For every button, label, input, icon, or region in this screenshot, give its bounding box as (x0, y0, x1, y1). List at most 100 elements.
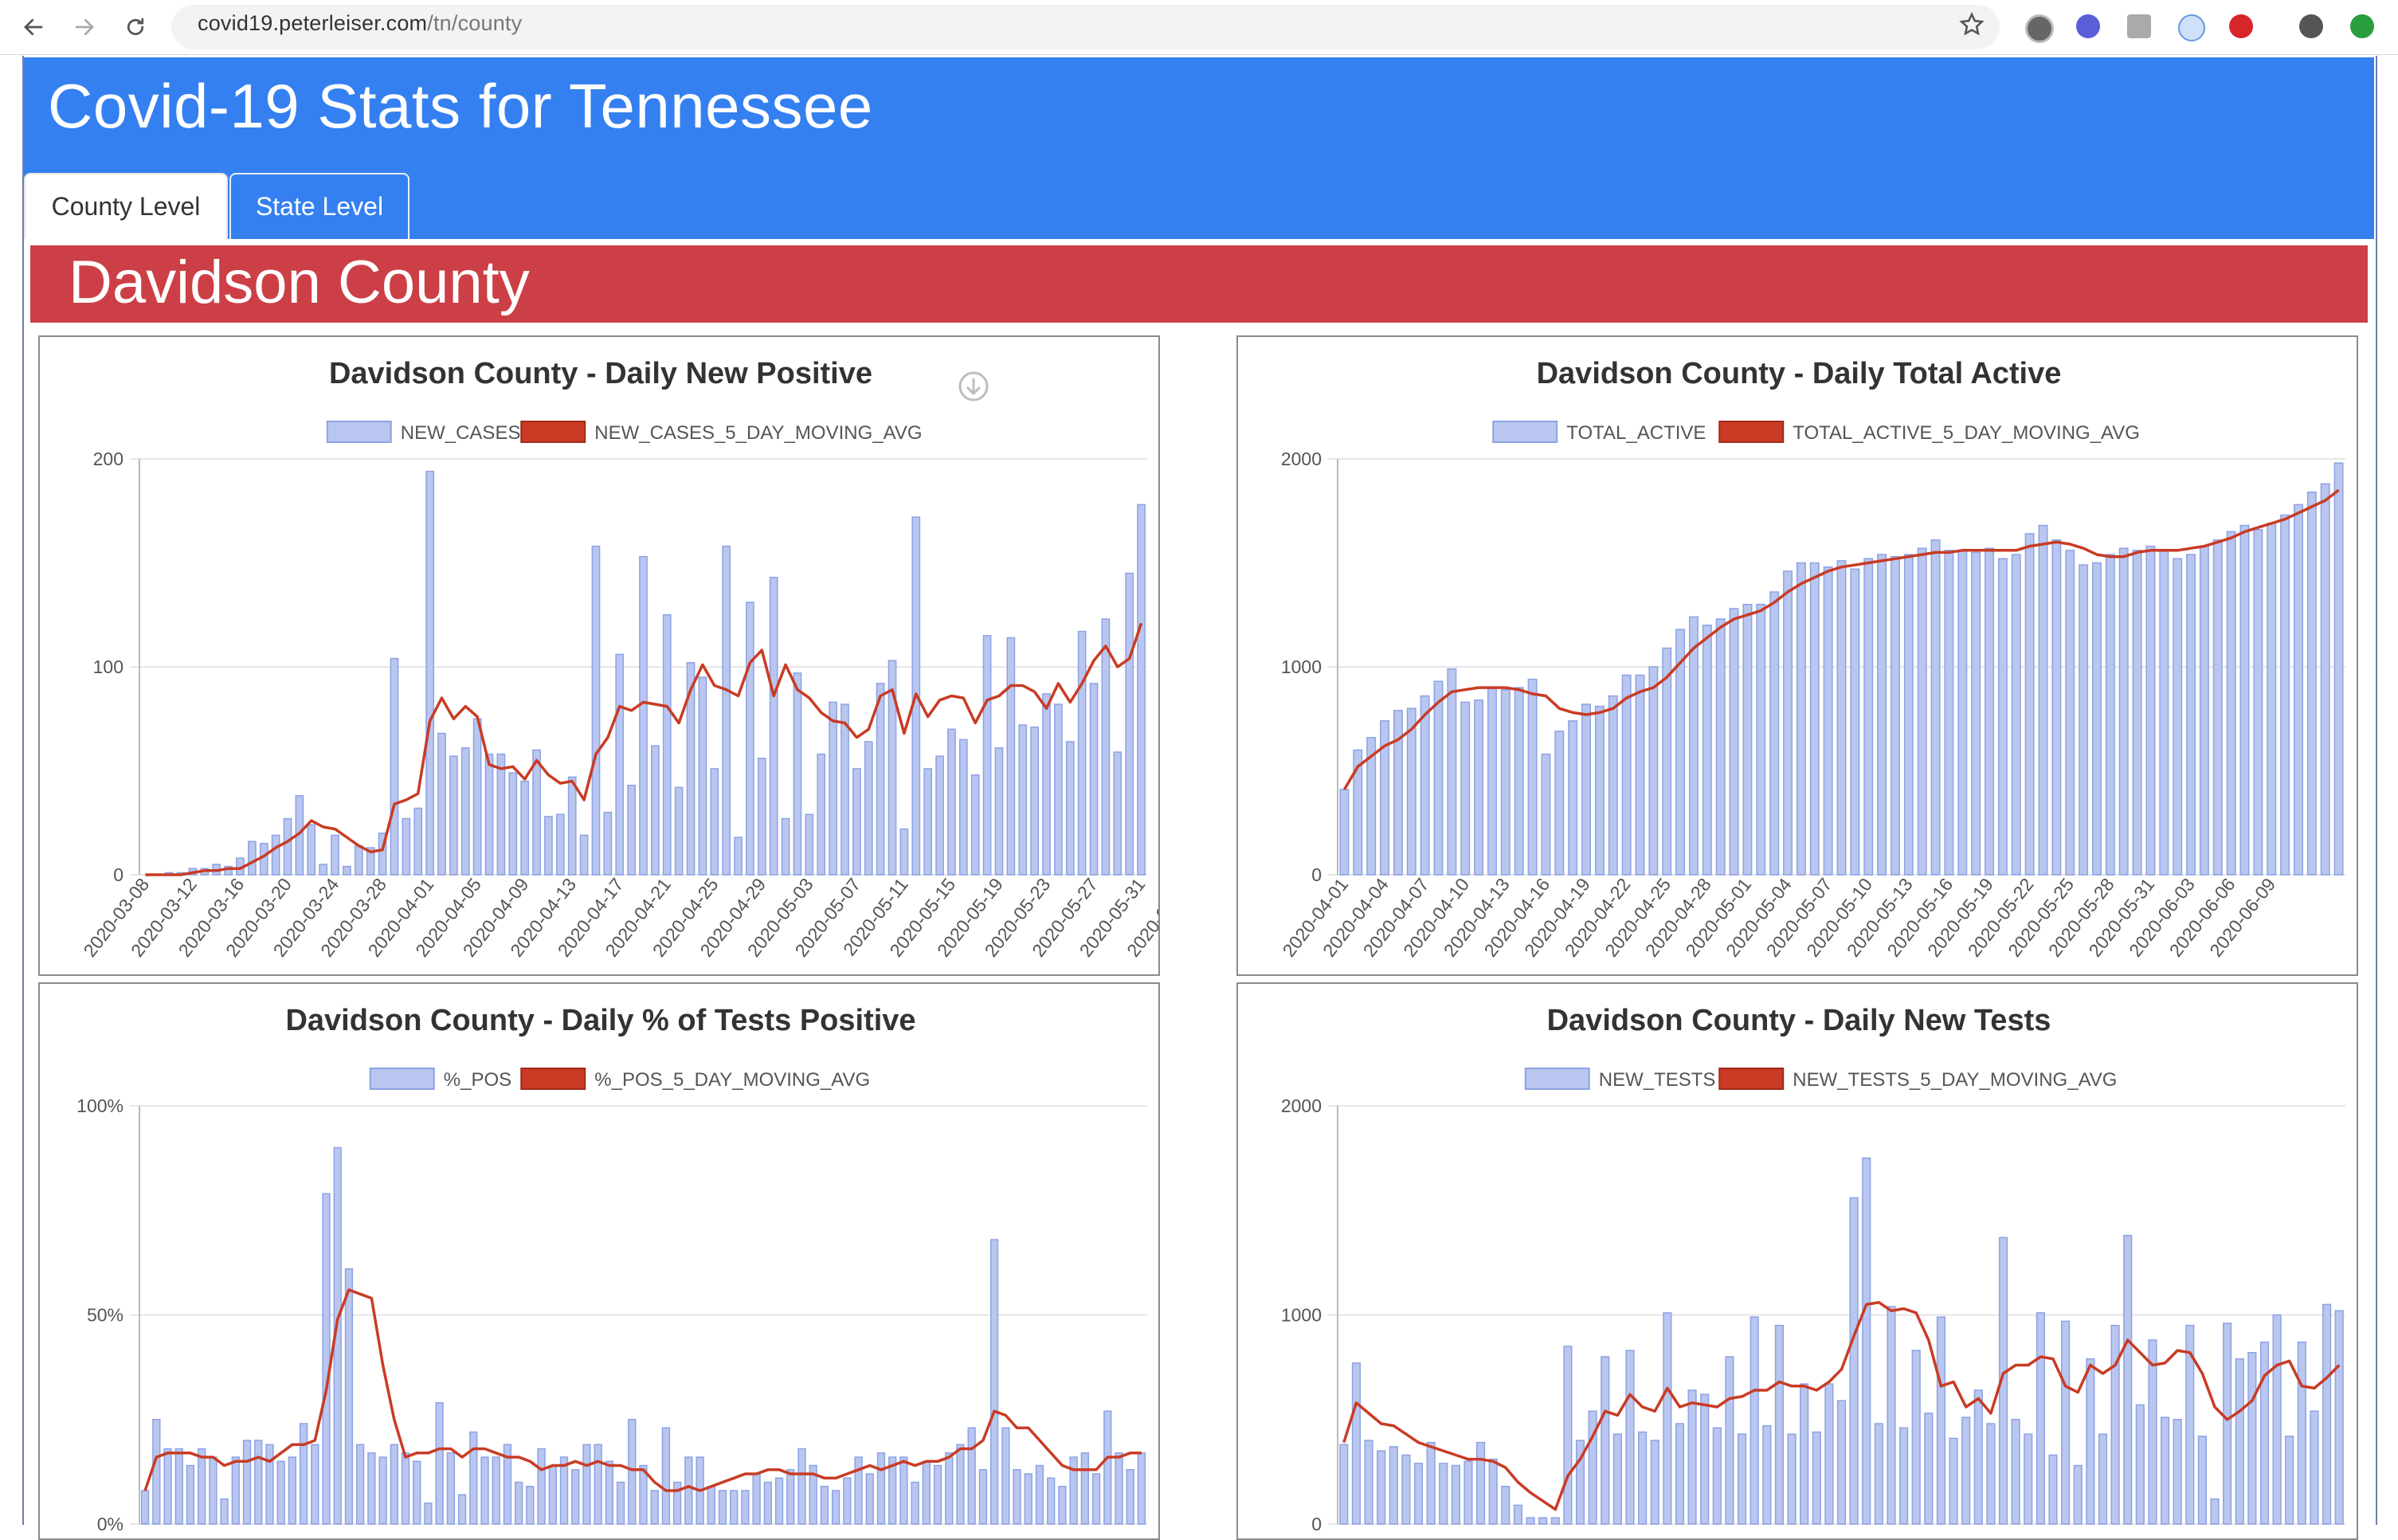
chart-bar[interactable] (722, 545, 731, 876)
chart-bar[interactable] (1054, 703, 1063, 876)
chart-bar[interactable] (970, 774, 980, 876)
chart-bar[interactable] (496, 753, 506, 876)
chart-bar[interactable] (2247, 1352, 2257, 1525)
chart-bar[interactable] (413, 1460, 421, 1525)
chart-bar[interactable] (805, 813, 814, 876)
chart-bar[interactable] (231, 1456, 240, 1525)
legend-label[interactable]: %_POS_5_DAY_MOVING_AVG (594, 1069, 870, 1091)
chart-bar[interactable] (378, 1456, 387, 1525)
chart-bar[interactable] (435, 1402, 444, 1525)
chart-bar[interactable] (1514, 687, 1524, 876)
chart-bar[interactable] (2038, 524, 2048, 876)
chart-bar[interactable] (311, 1444, 319, 1525)
chart-bar[interactable] (288, 1456, 297, 1525)
chart-bar[interactable] (1069, 1456, 1078, 1525)
chart-bar[interactable] (1554, 731, 1565, 876)
chart-bar[interactable] (1700, 1393, 1710, 1525)
chart-bar[interactable] (945, 1452, 954, 1525)
chart-bar[interactable] (793, 672, 802, 876)
chart-bar[interactable] (2253, 528, 2263, 876)
chart-bar[interactable] (322, 1193, 331, 1525)
chart-bar[interactable] (437, 732, 446, 876)
chart-bar[interactable] (1675, 1423, 1685, 1525)
chart-bar[interactable] (1563, 1346, 1573, 1525)
chart-bar[interactable] (1911, 1350, 1921, 1525)
chart-bar[interactable] (1936, 1316, 1946, 1525)
chart-bar[interactable] (390, 657, 399, 876)
legend-swatch-bars[interactable] (369, 1068, 435, 1090)
chart-bar[interactable] (797, 1448, 806, 1525)
legend-label[interactable]: TOTAL_ACTIVE (1566, 422, 1706, 444)
chart-bar[interactable] (1541, 753, 1551, 876)
chart-bar[interactable] (2197, 1436, 2207, 1525)
chart-bar[interactable] (1787, 1433, 1797, 1525)
chart-bar[interactable] (684, 1456, 693, 1525)
chart-bar[interactable] (757, 758, 766, 876)
chart-bar[interactable] (1125, 572, 1134, 876)
chart-bar[interactable] (994, 747, 1004, 876)
chart-bar[interactable] (283, 817, 292, 876)
chart-bar[interactable] (1863, 558, 1874, 876)
legend-swatch-line[interactable] (520, 421, 586, 443)
chart-bar[interactable] (567, 776, 577, 876)
chart-bar[interactable] (2135, 1404, 2145, 1525)
chart-bar[interactable] (526, 1486, 535, 1525)
chart-bar[interactable] (1986, 1423, 1996, 1525)
chart-bar[interactable] (1898, 1427, 1909, 1525)
chart-bar[interactable] (1389, 1446, 1398, 1525)
legend-swatch-bars[interactable] (326, 421, 392, 443)
star-icon[interactable] (1958, 11, 1985, 38)
chart-bar[interactable] (911, 1481, 919, 1525)
chart-bar[interactable] (1126, 1469, 1134, 1525)
chart-bar[interactable] (2199, 545, 2209, 876)
chart-bar[interactable] (271, 834, 280, 876)
chart-bar[interactable] (559, 1456, 569, 1525)
chart-bar[interactable] (356, 1444, 365, 1525)
chart-bar[interactable] (1406, 707, 1416, 876)
chart-bar[interactable] (1575, 1440, 1585, 1525)
chart-bar[interactable] (276, 1460, 285, 1525)
chart-bar[interactable] (1526, 1517, 1535, 1525)
legend-label[interactable]: TOTAL_ACTIVE_5_DAY_MOVING_AVG (1793, 422, 2140, 444)
chart-bar[interactable] (401, 1452, 410, 1525)
chart-bar[interactable] (343, 865, 351, 876)
chart-bar[interactable] (2110, 1324, 2120, 1525)
chart-bar[interactable] (2235, 1358, 2244, 1525)
chart-bar[interactable] (1137, 1452, 1146, 1525)
chart-bar[interactable] (2145, 545, 2156, 876)
chart-bar[interactable] (746, 602, 754, 876)
chart-bar[interactable] (344, 1268, 354, 1525)
chart-bar[interactable] (1998, 1236, 2008, 1525)
legend-swatch-bars[interactable] (1524, 1068, 1590, 1090)
chart-bar[interactable] (2011, 554, 2021, 876)
chart-bar[interactable] (899, 1456, 908, 1525)
chart-bar[interactable] (820, 1486, 829, 1525)
chart-bar[interactable] (594, 1444, 602, 1525)
chart-bar[interactable] (508, 772, 518, 876)
chart-bar[interactable] (1809, 562, 1820, 876)
chart-bar[interactable] (2173, 558, 2183, 876)
chart-bar[interactable] (1769, 591, 1780, 876)
chart-bar[interactable] (817, 753, 826, 876)
chart-bar[interactable] (2186, 554, 2196, 876)
chart-bar[interactable] (2310, 1410, 2319, 1525)
chart-bar[interactable] (1091, 1473, 1101, 1525)
chart-bar[interactable] (378, 833, 387, 876)
update-icon[interactable] (2350, 14, 2374, 38)
chart-bar[interactable] (1513, 1504, 1523, 1525)
extension-icon[interactable] (2076, 14, 2100, 38)
chart-bar[interactable] (319, 864, 328, 876)
extension-icon[interactable] (2229, 14, 2253, 38)
chart-bar[interactable] (1874, 1423, 1883, 1525)
chart-bar[interactable] (752, 1473, 761, 1525)
chart-bar[interactable] (651, 745, 660, 876)
chart-bar[interactable] (887, 660, 897, 876)
chart-bar[interactable] (2011, 1419, 2020, 1525)
chart-bar[interactable] (1488, 1458, 1498, 1525)
chart-bar[interactable] (1800, 1383, 1809, 1525)
chart-bar[interactable] (1662, 647, 1672, 876)
chart-bar[interactable] (1030, 726, 1039, 876)
chart-bar[interactable] (1836, 1400, 1847, 1525)
chart-bar[interactable] (922, 1460, 931, 1525)
chart-bar[interactable] (1729, 608, 1739, 876)
